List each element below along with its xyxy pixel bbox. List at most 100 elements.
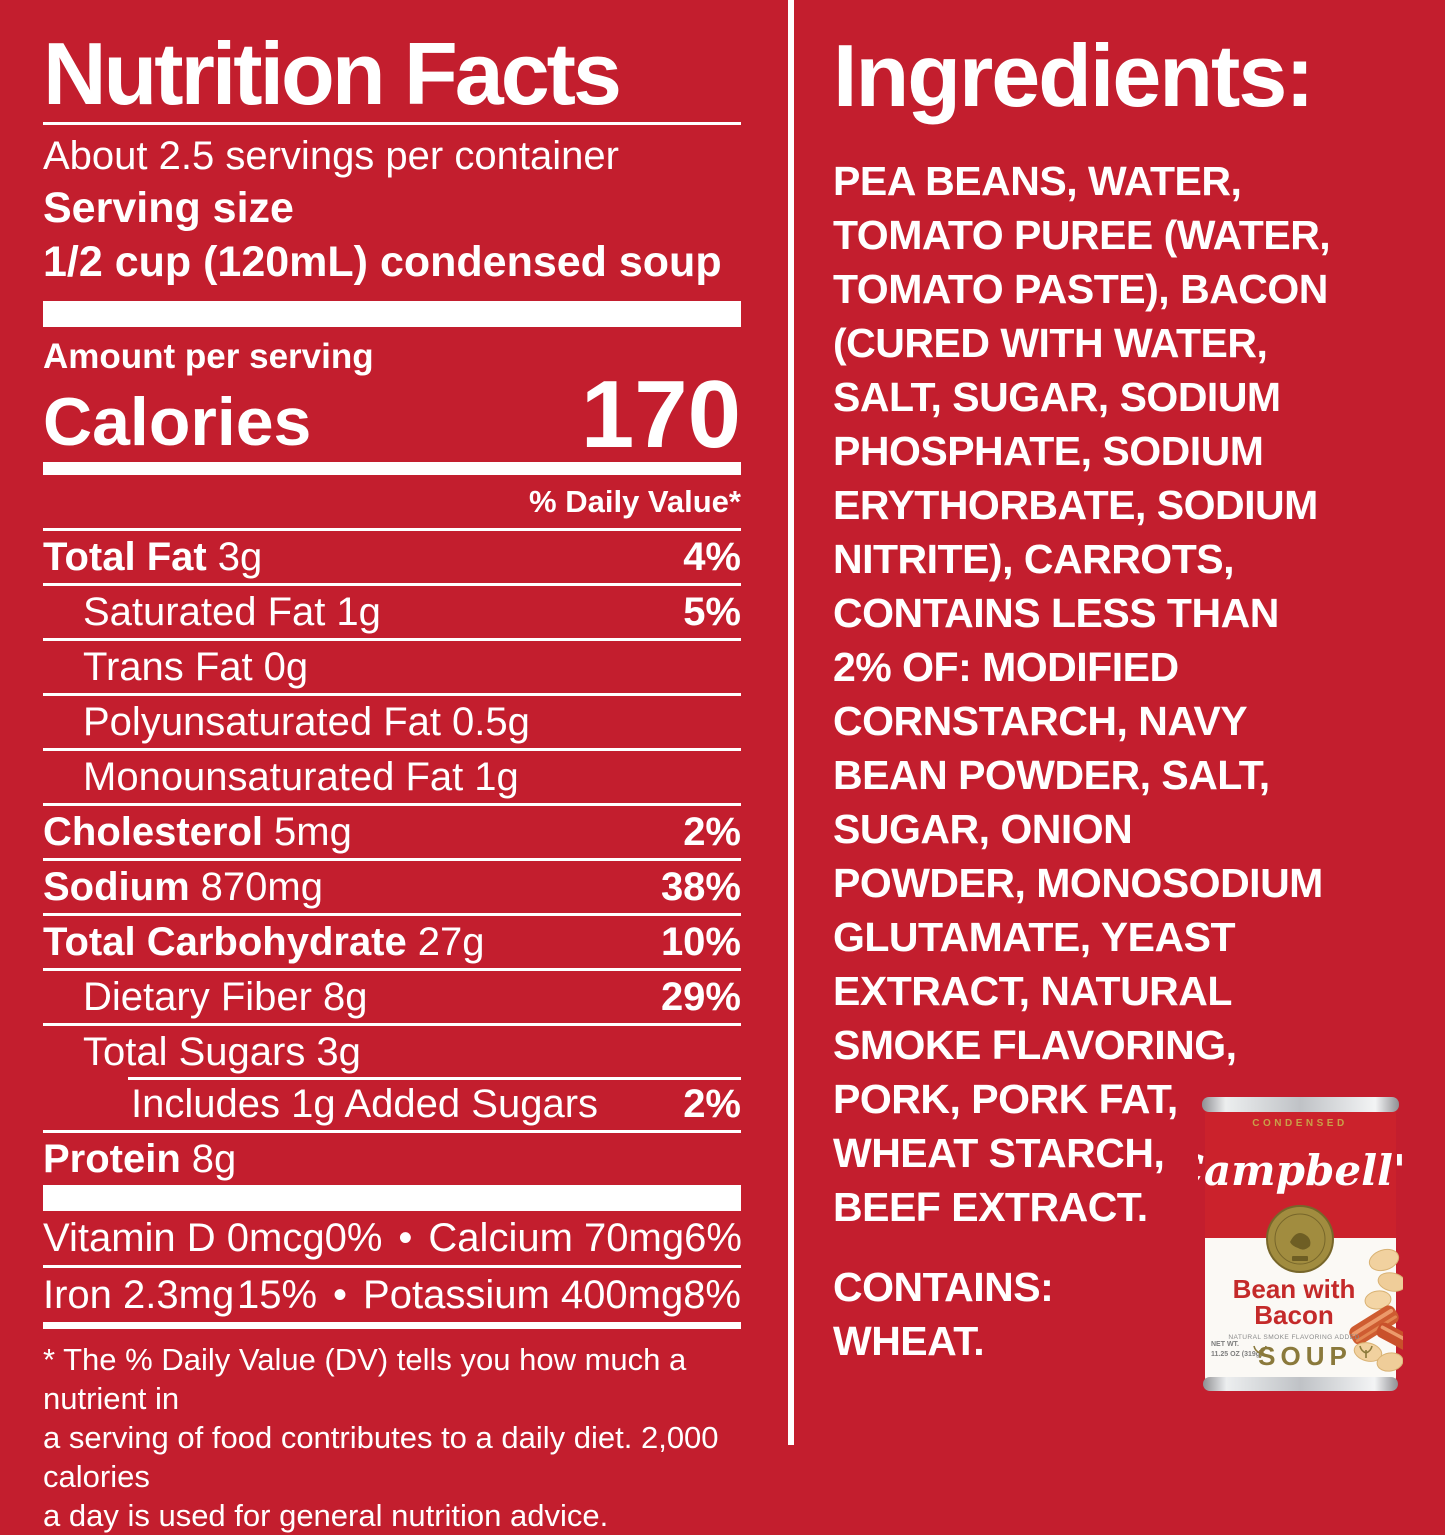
- vitamin-dv: 15%: [236, 1272, 318, 1317]
- nutrition-facts-panel: Nutrition Facts About 2.5 servings per c…: [43, 24, 742, 1535]
- serving-size-label: Serving size: [43, 183, 294, 232]
- nutrient-dv: 29%: [660, 974, 741, 1019]
- nutrition-row-total-fat: Total Fat 3g 4%: [43, 528, 741, 583]
- amount-per-serving-label: Amount per serving: [43, 336, 374, 376]
- servings-per-container: About 2.5 servings per container: [43, 133, 619, 178]
- nutrient-amount: 3g: [217, 534, 263, 579]
- daily-value-header: % Daily Value*: [529, 484, 741, 520]
- nutrition-row-protein: Protein 8g: [43, 1130, 741, 1185]
- ingredient-line: 2% OF: MODIFIED: [833, 643, 1179, 690]
- vitamin-name: Potassium 400mg: [363, 1272, 684, 1317]
- vitamin-name: Vitamin D 0mcg: [43, 1215, 325, 1260]
- nutrient-name: Includes 1g Added Sugars: [131, 1081, 599, 1126]
- nutrition-row-sodium: Sodium 870mg 38%: [43, 858, 741, 913]
- nutrient-dv: 2%: [683, 809, 741, 854]
- nutrient-amount: 1g: [336, 589, 381, 634]
- footnote-line: a day is used for general nutrition advi…: [43, 1498, 609, 1534]
- vitamin-name: Iron 2.3mg: [43, 1272, 235, 1317]
- nutrient-dv: 4%: [683, 534, 741, 579]
- nutrient-name: Trans Fat: [83, 644, 253, 689]
- can-brand-logo: Campbell's: [1198, 1146, 1403, 1195]
- nutrient-name: Monounsaturated Fat: [83, 754, 464, 799]
- contains-line: WHEAT.: [833, 1317, 985, 1364]
- ingredient-line: BEEF EXTRACT.: [833, 1183, 1148, 1230]
- nutrition-row-total-sugars: Total Sugars 3g: [43, 1023, 741, 1078]
- nutrition-facts-title: Nutrition Facts: [43, 24, 622, 123]
- vitamin-name: Calcium 70mg: [428, 1215, 685, 1260]
- nutrition-row-added-sugars: Includes 1g Added Sugars 2%: [43, 1077, 741, 1130]
- ingredient-line: CONTAINS LESS THAN: [833, 589, 1279, 636]
- can-bottom-rim: [1203, 1377, 1398, 1391]
- nutrition-row-monounsaturated-fat: Monounsaturated Fat 1g: [43, 748, 741, 803]
- ingredient-line: WHEAT STARCH,: [833, 1129, 1165, 1176]
- nutrient-name: Total Fat: [43, 534, 207, 579]
- thick-divider-top: [43, 300, 741, 327]
- can-variety-line1: Bean with: [1233, 1274, 1356, 1304]
- title-rule: [43, 121, 741, 125]
- bullet-separator: •: [333, 1272, 348, 1317]
- daily-value-footnote: * The % Daily Value (DV) tells you how m…: [43, 1340, 741, 1535]
- footnote-line: a serving of food contributes to a daily…: [43, 1420, 719, 1495]
- ingredient-line: NITRITE), CARROTS,: [833, 535, 1234, 582]
- nutrition-row-dietary-fiber: Dietary Fiber 8g 29%: [43, 968, 741, 1023]
- nutrition-row-total-carbohydrate: Total Carbohydrate 27g 10%: [43, 913, 741, 968]
- small-divider: [43, 1322, 741, 1330]
- ingredient-line: SALT, SUGAR, SODIUM: [833, 373, 1281, 420]
- ingredient-line: CORNSTARCH, NAVY: [833, 697, 1248, 744]
- ingredient-line: TOMATO PUREE (WATER,: [833, 211, 1331, 258]
- nutrition-row-saturated-fat: Saturated Fat 1g 5%: [43, 583, 741, 638]
- can-medallion: [1266, 1205, 1334, 1273]
- ingredient-line: PORK, PORK FAT,: [833, 1075, 1178, 1122]
- bacon-piece: [1349, 1305, 1399, 1345]
- can-graphic: CONDENSED Campbell's Bean with: [1171, 1097, 1429, 1391]
- ingredient-line: BEAN POWDER, SALT,: [833, 751, 1270, 798]
- product-can: CONDENSED Campbell's Bean with: [1171, 1090, 1429, 1400]
- nutrient-name: Sodium: [43, 864, 190, 909]
- can-net-weight-line1: NET WT.: [1211, 1341, 1239, 1348]
- nutrient-name: Total Sugars: [83, 1029, 306, 1074]
- nutrient-dv: 5%: [683, 589, 741, 634]
- contains-statement: CONTAINS: WHEAT.: [833, 1260, 1423, 1368]
- calories-label: Calories: [43, 383, 312, 460]
- medium-divider: [43, 462, 741, 476]
- ingredient-line: GLUTAMATE, YEAST: [833, 913, 1236, 960]
- nutrient-dv: 2%: [683, 1081, 741, 1126]
- nutrition-row-trans-fat: Trans Fat 0g: [43, 638, 741, 693]
- nutrient-amount: 8g: [191, 1136, 237, 1181]
- nutrient-name: Saturated Fat: [83, 589, 326, 634]
- nutrition-row-polyunsaturated-fat: Polyunsaturated Fat 0.5g: [43, 693, 741, 748]
- ingredient-line: PEA BEANS, WATER,: [833, 157, 1242, 204]
- nutrient-name: Polyunsaturated Fat: [83, 699, 441, 744]
- bullet-separator: •: [398, 1215, 413, 1260]
- soup-ornament-right: [1359, 1345, 1373, 1358]
- vitamins-section: Vitamin D 0mcg 0% • Calcium 70mg 6% Iron…: [43, 1211, 742, 1322]
- nutrient-amount: 0.5g: [452, 699, 530, 744]
- nutrient-amount: 27g: [417, 919, 485, 964]
- nutrient-name: Protein: [43, 1136, 181, 1181]
- nutrient-amount: 870mg: [200, 864, 323, 909]
- nutrient-dv: 38%: [660, 864, 741, 909]
- vitamin-row-2: Iron 2.3mg 15% • Potassium 400mg 8%: [43, 1265, 741, 1322]
- nutrient-name: Total Carbohydrate: [43, 919, 407, 964]
- thick-divider-bottom: [43, 1185, 741, 1212]
- can-condensed-label: CONDENSED: [1252, 1118, 1347, 1129]
- ingredient-line: EXTRACT, NATURAL: [833, 967, 1232, 1014]
- ingredient-line: SUGAR, ONION: [833, 805, 1133, 852]
- soup-ornament-left: [1253, 1345, 1267, 1358]
- nutrient-amount: 5mg: [274, 809, 352, 854]
- contains-line: CONTAINS:: [833, 1263, 1054, 1310]
- vitamin-dv: 6%: [684, 1215, 742, 1260]
- calories-value: 170: [580, 360, 741, 468]
- ingredient-line: SMOKE FLAVORING,: [833, 1021, 1237, 1068]
- ingredients-panel: Ingredients: PEA BEANS, WATER, TOMATO PU…: [833, 32, 1423, 1368]
- ingredient-line: PHOSPHATE, SODIUM: [833, 427, 1264, 474]
- panel-divider: [788, 0, 794, 1445]
- ingredient-line: (CURED WITH WATER,: [833, 319, 1268, 366]
- ingredient-line: POWDER, MONOSODIUM: [833, 859, 1323, 906]
- nutrient-amount: 8g: [322, 974, 368, 1019]
- footnote-line: * The % Daily Value (DV) tells you how m…: [43, 1342, 687, 1417]
- nutrient-amount: 0g: [263, 644, 309, 689]
- nutrient-amount: 3g: [316, 1029, 361, 1074]
- nutrient-name: Cholesterol: [43, 809, 264, 854]
- nutrient-name: Dietary Fiber: [83, 974, 312, 1019]
